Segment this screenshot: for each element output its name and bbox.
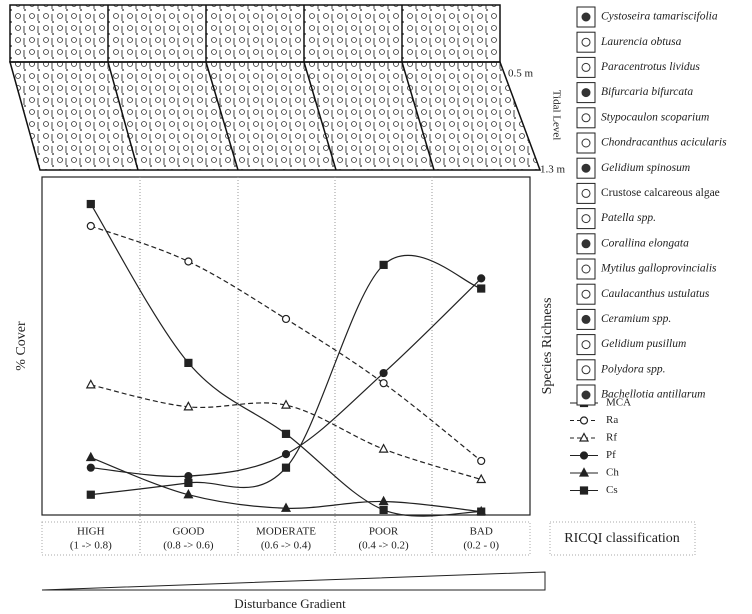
marker bbox=[185, 473, 192, 480]
marker bbox=[283, 315, 290, 322]
species-icon-glyph bbox=[582, 315, 590, 323]
category-label: POOR bbox=[369, 526, 399, 538]
species-name: Crustose calcareous algae bbox=[601, 187, 720, 199]
marker bbox=[87, 380, 95, 388]
x-label: Disturbance Gradient bbox=[234, 596, 346, 611]
legend-label: Rf bbox=[606, 432, 617, 444]
species-icon-glyph bbox=[582, 240, 590, 248]
marker bbox=[580, 469, 588, 477]
species-name: Polydora spp. bbox=[600, 363, 666, 375]
category-range: (1 -> 0.8) bbox=[70, 540, 112, 552]
species-name: Corallina elongata bbox=[601, 237, 689, 249]
species-icon bbox=[577, 259, 595, 279]
species-icon bbox=[577, 183, 595, 203]
legend-label: Cs bbox=[606, 484, 618, 496]
marker bbox=[185, 258, 192, 265]
category-label: HIGH bbox=[77, 526, 105, 538]
species-name: Bifurcaria bifurcata bbox=[601, 86, 693, 98]
marker bbox=[581, 452, 588, 459]
series-line bbox=[91, 255, 481, 494]
species-icon bbox=[577, 209, 595, 229]
marker bbox=[185, 359, 192, 366]
category-range: (0.2 - 0) bbox=[463, 540, 499, 552]
species-name: Mytilus galloprovincialis bbox=[600, 263, 717, 275]
marker bbox=[283, 451, 290, 458]
species-name: Chondracanthus acicularis bbox=[601, 137, 727, 149]
species-icon bbox=[577, 284, 595, 304]
y-label: % Cover bbox=[14, 321, 29, 371]
marker bbox=[380, 380, 387, 387]
marker bbox=[282, 504, 290, 512]
species-icon bbox=[577, 360, 595, 380]
marker bbox=[87, 453, 95, 461]
marker bbox=[380, 445, 388, 453]
species-icon bbox=[577, 57, 595, 77]
species-name: Laurencia obtusa bbox=[600, 36, 682, 48]
species-icon-glyph bbox=[582, 164, 590, 172]
marker bbox=[581, 487, 588, 494]
marker bbox=[380, 370, 387, 377]
species-name: Patella spp. bbox=[600, 212, 656, 224]
species-icon-glyph bbox=[582, 89, 590, 97]
marker bbox=[380, 506, 387, 513]
category-label: GOOD bbox=[173, 526, 205, 538]
species-icon-glyph bbox=[582, 13, 590, 21]
species-icon bbox=[577, 133, 595, 153]
species-name: Stypocaulon scoparium bbox=[601, 111, 709, 123]
marker bbox=[478, 275, 485, 282]
marker bbox=[380, 261, 387, 268]
legend-label: Pf bbox=[606, 449, 616, 461]
zonation-illustration bbox=[10, 5, 540, 170]
legend-label: Ch bbox=[606, 467, 619, 479]
species-name: Ceramium spp. bbox=[601, 313, 671, 325]
marker bbox=[185, 479, 192, 486]
y2-label: Species Richness bbox=[540, 298, 555, 395]
species-icon bbox=[577, 108, 595, 128]
species-icon bbox=[577, 335, 595, 355]
marker bbox=[283, 464, 290, 471]
category-range: (0.8 -> 0.6) bbox=[163, 540, 214, 552]
marker bbox=[87, 464, 94, 471]
tidal-mark: 0.5 m bbox=[508, 68, 534, 80]
species-name: Paracentrotus lividus bbox=[600, 61, 700, 73]
species-name: Caulacanthus ustulatus bbox=[601, 288, 710, 300]
species-name: Cystoseira tamariscifolia bbox=[601, 11, 718, 23]
marker bbox=[380, 497, 388, 505]
tidal-label: Tidal Level bbox=[550, 90, 562, 141]
marker bbox=[478, 285, 485, 292]
series-line bbox=[91, 278, 481, 476]
marker bbox=[283, 430, 290, 437]
figure: RICQI classification Disturbance Gradien… bbox=[0, 0, 752, 614]
marker bbox=[478, 457, 485, 464]
species-name: Gelidium spinosum bbox=[601, 162, 690, 174]
species-name: Gelidium pusillum bbox=[601, 338, 686, 350]
category-range: (0.4 -> 0.2) bbox=[358, 540, 409, 552]
species-icon-glyph bbox=[582, 391, 590, 399]
marker bbox=[87, 223, 94, 230]
category-range: (0.6 -> 0.4) bbox=[261, 540, 312, 552]
species-icon bbox=[577, 32, 595, 52]
marker bbox=[87, 201, 94, 208]
ricqi-label: RICQI classification bbox=[564, 531, 679, 546]
marker bbox=[87, 491, 94, 498]
species-name: Bachellotia antillarum bbox=[601, 389, 705, 401]
series-line bbox=[91, 226, 481, 461]
category-label: MODERATE bbox=[256, 526, 316, 538]
gradient-wedge bbox=[42, 572, 545, 590]
tidal-mark: 1.3 m bbox=[540, 164, 566, 176]
marker bbox=[580, 434, 588, 442]
category-label: BAD bbox=[470, 526, 493, 538]
legend-label: Ra bbox=[606, 414, 618, 426]
marker bbox=[581, 417, 588, 424]
